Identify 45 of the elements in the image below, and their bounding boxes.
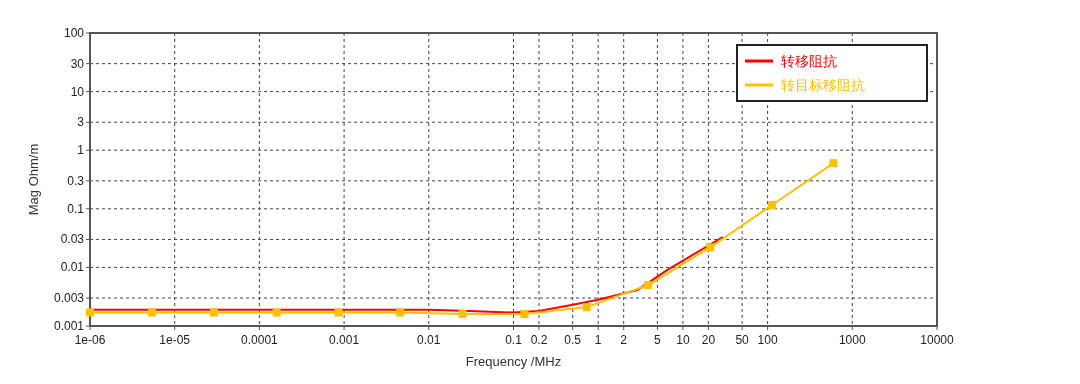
- x-tick-label: 1000: [838, 333, 866, 347]
- x-axis-title: Frequency /MHz: [465, 354, 562, 369]
- x-tick-label: 5: [654, 333, 662, 347]
- point: [644, 281, 653, 290]
- point: [148, 308, 157, 317]
- point: [706, 243, 715, 252]
- x-tick-label: 50: [735, 333, 750, 347]
- legend-label: 转移阻抗: [781, 53, 837, 69]
- legend-label: 转目标移阻抗: [781, 77, 865, 93]
- y-tick-label: 0.01: [60, 260, 85, 275]
- point: [396, 308, 405, 317]
- y-tick-label: 0.03: [60, 232, 85, 247]
- y-tick-label: 10: [70, 84, 85, 99]
- y-tick-label: 0.3: [67, 173, 85, 188]
- y-tick-label: 0.001: [53, 319, 85, 333]
- y-tick-label: 30: [70, 56, 85, 71]
- y-axis-title: Mag Ohm/m: [26, 143, 41, 216]
- point: [334, 308, 343, 317]
- y-tick-label: 1: [77, 143, 85, 158]
- y-tick-label: 3: [77, 115, 85, 130]
- y-tick-label: 0.003: [53, 291, 85, 306]
- x-tick-label: 1e-05: [159, 333, 191, 347]
- y-tick-label: 100: [63, 26, 85, 40]
- x-tick-label: 2: [620, 333, 628, 347]
- y-tick-label: 0.1: [67, 201, 85, 216]
- point: [458, 310, 467, 319]
- x-tick-label: 100: [757, 333, 778, 347]
- x-tick-label: 0.0001: [241, 333, 279, 347]
- point: [582, 303, 591, 312]
- x-tick-label: 20: [701, 333, 716, 347]
- x-tick-label: 1e-06: [74, 333, 106, 347]
- x-tick-label: 0.2: [530, 333, 548, 347]
- point: [829, 159, 838, 168]
- point: [209, 308, 218, 317]
- point: [272, 308, 281, 317]
- point: [86, 308, 94, 317]
- x-tick-label: 10000: [920, 333, 955, 347]
- x-tick-label: 0.01: [417, 333, 441, 347]
- point: [768, 201, 777, 210]
- x-tick-label: 0.5: [564, 333, 582, 347]
- x-tick-label: 0.1: [505, 333, 523, 347]
- x-tick-label: 10: [676, 333, 690, 347]
- point: [520, 310, 529, 319]
- x-tick-label: 1: [594, 333, 602, 347]
- x-tick-label: 0.001: [329, 333, 360, 347]
